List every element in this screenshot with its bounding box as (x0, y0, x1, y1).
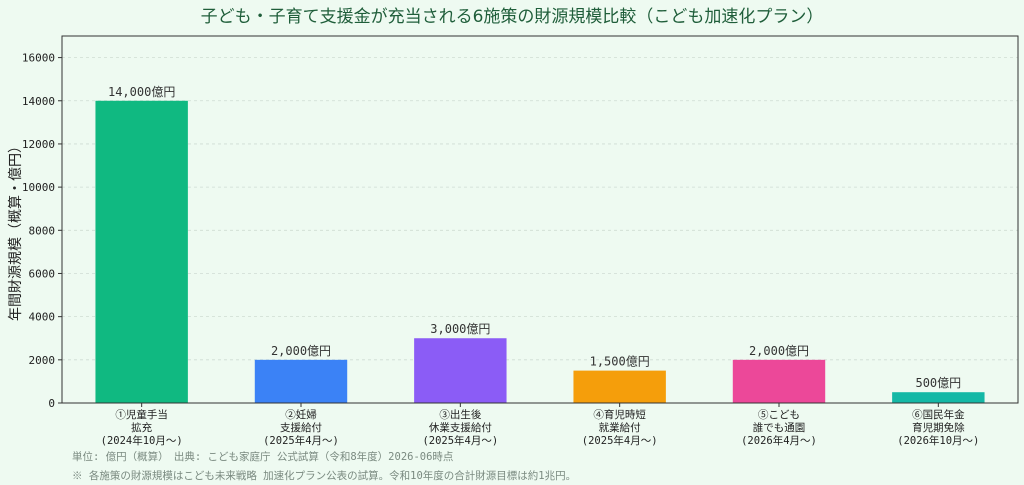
bars (95, 100, 985, 403)
y-tick-label: 16000 (22, 52, 55, 65)
chart-title: 子ども・子育て支援金が充当される6施策の財源規模比較（こども加速化プラン） (201, 7, 824, 27)
data-labels: 14,000億円 2,000億円 3,000億円 1,500億円 2,000億円 500億… (108, 85, 961, 390)
y-tick-label: 8000 (29, 224, 56, 237)
x-ticks: ①児童手当拡充(2024年10月～)②妊婦支援給付(2025年4月～)③出生後休… (101, 403, 979, 447)
y-tick-label: 2000 (29, 354, 56, 367)
x-tick-label: ⑤こども (758, 409, 800, 421)
bar (732, 359, 826, 403)
x-tick-label: 育児期免除 (912, 421, 965, 434)
x-tick-label: (2025年4月～) (263, 434, 339, 447)
x-tick-label: 拡充 (131, 421, 152, 434)
bar (254, 359, 348, 403)
data-label: 2,000億円 (749, 344, 809, 358)
x-tick-label: (2026年4月～) (741, 434, 817, 447)
y-tick-label: 0 (48, 397, 55, 410)
x-tick-label: ②妊婦 (285, 408, 317, 421)
y-tick-label: 12000 (22, 138, 55, 151)
y-tick-label: 10000 (22, 181, 55, 194)
x-tick-label: (2025年4月～) (422, 434, 498, 447)
y-axis-label: 年間財源規模（概算・億円） (8, 139, 24, 321)
gridlines (62, 57, 1018, 404)
x-tick-label: ①児童手当 (115, 408, 168, 421)
x-tick-label: ④育児時短 (593, 408, 646, 421)
x-tick-label: ⑥国民年金 (912, 408, 965, 421)
x-tick-label: 就業給付 (599, 421, 641, 434)
data-label: 500億円 (915, 376, 961, 390)
x-tick-label: (2025年4月～) (582, 434, 658, 447)
data-label: 1,500億円 (590, 355, 650, 369)
data-label: 14,000億円 (108, 85, 175, 99)
bar (892, 392, 985, 403)
source-note: 単位: 億円（概算） 出典: こども家庭庁 公式試算（令和8年度）2026-06… (72, 451, 454, 463)
data-label: 2,000億円 (271, 344, 331, 358)
x-tick-label: 誰でも通園 (753, 421, 806, 434)
y-tick-label: 6000 (29, 267, 56, 280)
footnote: ※ 各施策の財源規模はこども未来戦略 加速化プラン公表の試算。令和10年度の合計… (72, 470, 577, 482)
x-tick-label: ③出生後 (439, 408, 481, 421)
x-tick-label: 支援給付 (280, 421, 322, 434)
bar (95, 100, 188, 403)
data-label: 3,000億円 (430, 322, 490, 336)
y-ticks: 0 2000 4000 6000 8000 10000 12000 14000 16000 (22, 52, 62, 410)
plot-frame (61, 35, 1019, 404)
bar (573, 370, 666, 403)
x-tick-label: (2026年10月～) (897, 434, 979, 447)
y-tick-label: 14000 (22, 95, 55, 108)
x-tick-label: (2024年10月～) (101, 434, 183, 447)
y-tick-label: 4000 (29, 311, 56, 324)
x-tick-label: 休業支援給付 (429, 421, 492, 434)
axes (61, 35, 1019, 404)
bar (414, 338, 507, 403)
